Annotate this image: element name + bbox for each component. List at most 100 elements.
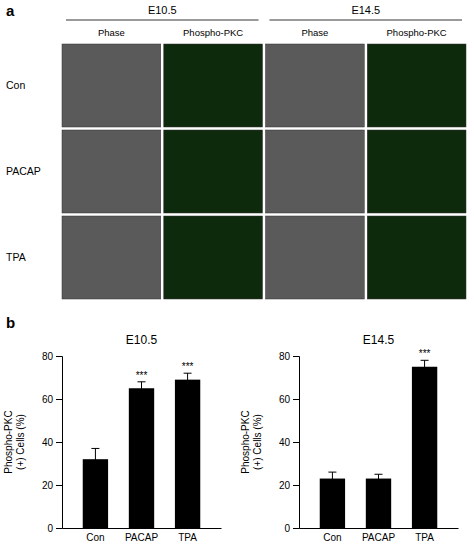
column-group-line xyxy=(270,20,463,21)
y-tick: 0 xyxy=(47,523,62,534)
x-tick-label: TPA xyxy=(178,532,197,543)
image-panel xyxy=(164,44,263,127)
error-cap xyxy=(375,474,383,475)
bar xyxy=(320,479,345,528)
image-panel xyxy=(266,216,365,299)
y-tick: 20 xyxy=(42,480,62,491)
error-bar xyxy=(421,360,429,373)
image-panel xyxy=(62,130,161,213)
y-tick: 40 xyxy=(279,437,299,448)
bar-chart: ***020406080ConPACAPTPAE14.5Phospho-PKC(… xyxy=(240,333,459,543)
x-axis: Con PACAP TPA xyxy=(300,528,459,543)
y-tick: 80 xyxy=(279,351,299,362)
chart-title: E10.5 xyxy=(126,333,158,347)
image-panel xyxy=(62,216,161,299)
y-tick-label: 20 xyxy=(42,480,54,491)
y-tick: 80 xyxy=(42,351,62,362)
y-tick-mark xyxy=(293,399,299,400)
image-panel xyxy=(266,130,365,213)
error-bar xyxy=(138,382,146,395)
y-tick-label: 80 xyxy=(42,351,54,362)
error-cap xyxy=(138,381,146,382)
y-tick-label: 60 xyxy=(42,394,54,405)
x-axis-line xyxy=(63,528,222,529)
x-tick: TPA xyxy=(178,528,197,543)
image-panel xyxy=(164,130,263,213)
y-axis-label: Phospho-PKC(+) Cells (%) xyxy=(3,410,26,473)
error-line xyxy=(141,382,142,395)
x-tick: PACAP xyxy=(125,528,158,543)
y-tick-mark xyxy=(56,356,62,357)
x-axis-line xyxy=(300,528,459,529)
y-tick-label: 20 xyxy=(279,480,291,491)
significance-label: *** xyxy=(136,370,148,381)
error-line xyxy=(424,360,425,373)
row-label: Con xyxy=(6,79,25,91)
y-tick: 40 xyxy=(42,437,62,448)
row-label: PACAP xyxy=(6,165,41,177)
x-tick-label: TPA xyxy=(415,532,434,543)
error-cap xyxy=(184,373,192,374)
y-tick-mark xyxy=(56,399,62,400)
error-bar xyxy=(91,448,99,470)
y-tick-label: 0 xyxy=(284,523,290,534)
x-tick-label: Con xyxy=(323,532,341,543)
x-tick: TPA xyxy=(415,528,434,543)
image-panel xyxy=(367,130,466,213)
column-label: Phase xyxy=(98,27,125,38)
error-bar xyxy=(184,373,192,386)
error-cap xyxy=(328,472,336,473)
x-tick: Con xyxy=(86,528,104,543)
error-bar xyxy=(375,474,383,483)
row-label: TPA xyxy=(6,251,26,263)
column-label: Phospho-PKC xyxy=(387,27,447,38)
plot-area xyxy=(320,360,438,528)
column-label: Phase xyxy=(301,27,328,38)
x-tick-label: PACAP xyxy=(362,532,395,543)
significance-label: *** xyxy=(419,348,431,359)
image-panel xyxy=(266,44,365,127)
error-cap xyxy=(421,360,429,361)
bar xyxy=(412,367,437,528)
image-panel xyxy=(367,44,466,127)
image-panel xyxy=(367,216,466,299)
error-bar xyxy=(328,472,336,485)
y-tick-label: 40 xyxy=(42,437,54,448)
bar-chart: ******020406080ConPACAPTPAE10.5Phospho-P… xyxy=(3,333,222,543)
x-tick: PACAP xyxy=(362,528,395,543)
image-grid-panel: aE10.5E14.5PhasePhospho-PKCPhasePhospho-… xyxy=(6,2,466,299)
y-tick-mark xyxy=(293,485,299,486)
y-tick-label: 80 xyxy=(279,351,291,362)
y-axis-line xyxy=(293,357,300,529)
y-axis: 0 20 40 60 80 xyxy=(279,351,300,534)
column-group-title: E10.5 xyxy=(148,4,177,16)
y-tick-mark xyxy=(56,528,62,529)
y-axis-line xyxy=(56,357,63,529)
y-tick-mark xyxy=(56,442,62,443)
y-tick: 0 xyxy=(284,523,299,534)
column-group-line xyxy=(66,20,259,21)
y-tick-mark xyxy=(293,528,299,529)
y-tick-mark xyxy=(293,442,299,443)
x-tick-label: PACAP xyxy=(125,532,158,543)
bar xyxy=(129,388,154,528)
error-line xyxy=(332,472,333,485)
error-line xyxy=(187,373,188,386)
y-tick-label: 60 xyxy=(279,394,291,405)
image-panel xyxy=(62,44,161,127)
x-tick: Con xyxy=(323,528,341,543)
panel-label: b xyxy=(6,314,15,331)
column-label: Phospho-PKC xyxy=(183,27,243,38)
y-tick-mark xyxy=(56,485,62,486)
figure: aE10.5E14.5PhasePhospho-PKCPhasePhospho-… xyxy=(0,0,474,558)
x-axis: Con PACAP TPA xyxy=(63,528,222,543)
image-panel xyxy=(164,216,263,299)
y-axis: 0 20 40 60 80 xyxy=(42,351,63,534)
column-group-title: E14.5 xyxy=(351,4,380,16)
error-cap xyxy=(91,448,99,449)
y-tick-label: 40 xyxy=(279,437,291,448)
y-tick: 60 xyxy=(42,394,62,405)
bar xyxy=(175,380,200,528)
x-tick-label: Con xyxy=(86,532,104,543)
y-axis-label: Phospho-PKC(+) Cells (%) xyxy=(240,410,263,473)
